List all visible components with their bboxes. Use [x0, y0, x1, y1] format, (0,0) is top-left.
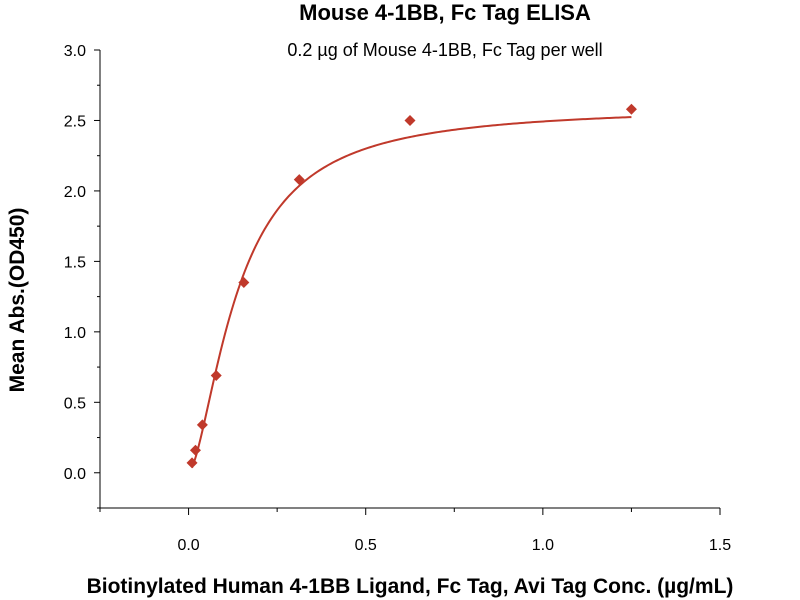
x-tick-label: 0.5: [355, 537, 377, 554]
y-tick-label: 1.5: [64, 254, 86, 271]
data-point: [196, 419, 208, 431]
chart-subtitle: 0.2 µg of Mouse 4-1BB, Fc Tag per well: [287, 40, 602, 60]
y-tick-label: 2.0: [64, 184, 86, 201]
data-point: [189, 444, 201, 456]
x-tick-label: 1.0: [532, 537, 554, 554]
fit-curve: [191, 116, 632, 468]
y-tick-label: 0.5: [64, 395, 86, 412]
data-point: [186, 457, 198, 469]
data-points: [186, 103, 637, 469]
y-axis-label: Mean Abs.(OD450): [6, 208, 29, 393]
y-tick-label: 1.0: [64, 325, 86, 342]
data-point: [238, 277, 250, 289]
x-ticks: 0.0 0.5 1.0 1.5: [99, 508, 731, 554]
y-tick-label: 2.5: [64, 113, 86, 130]
x-tick-label: 0.0: [177, 537, 199, 554]
data-point: [404, 114, 416, 126]
y-tick-label: 3.0: [64, 43, 86, 60]
chart-title: Mouse 4-1BB, Fc Tag ELISA: [299, 0, 591, 25]
y-ticks: 0.0 0.5 1.0 1.5 2.0 2.5 3.0: [64, 43, 100, 509]
data-point: [210, 370, 222, 382]
data-point: [625, 103, 637, 115]
x-tick-label: 1.5: [709, 537, 731, 554]
data-point: [293, 174, 305, 186]
y-tick-label: 0.0: [64, 466, 86, 483]
x-axis-label: Biotinylated Human 4-1BB Ligand, Fc Tag,…: [87, 575, 734, 598]
